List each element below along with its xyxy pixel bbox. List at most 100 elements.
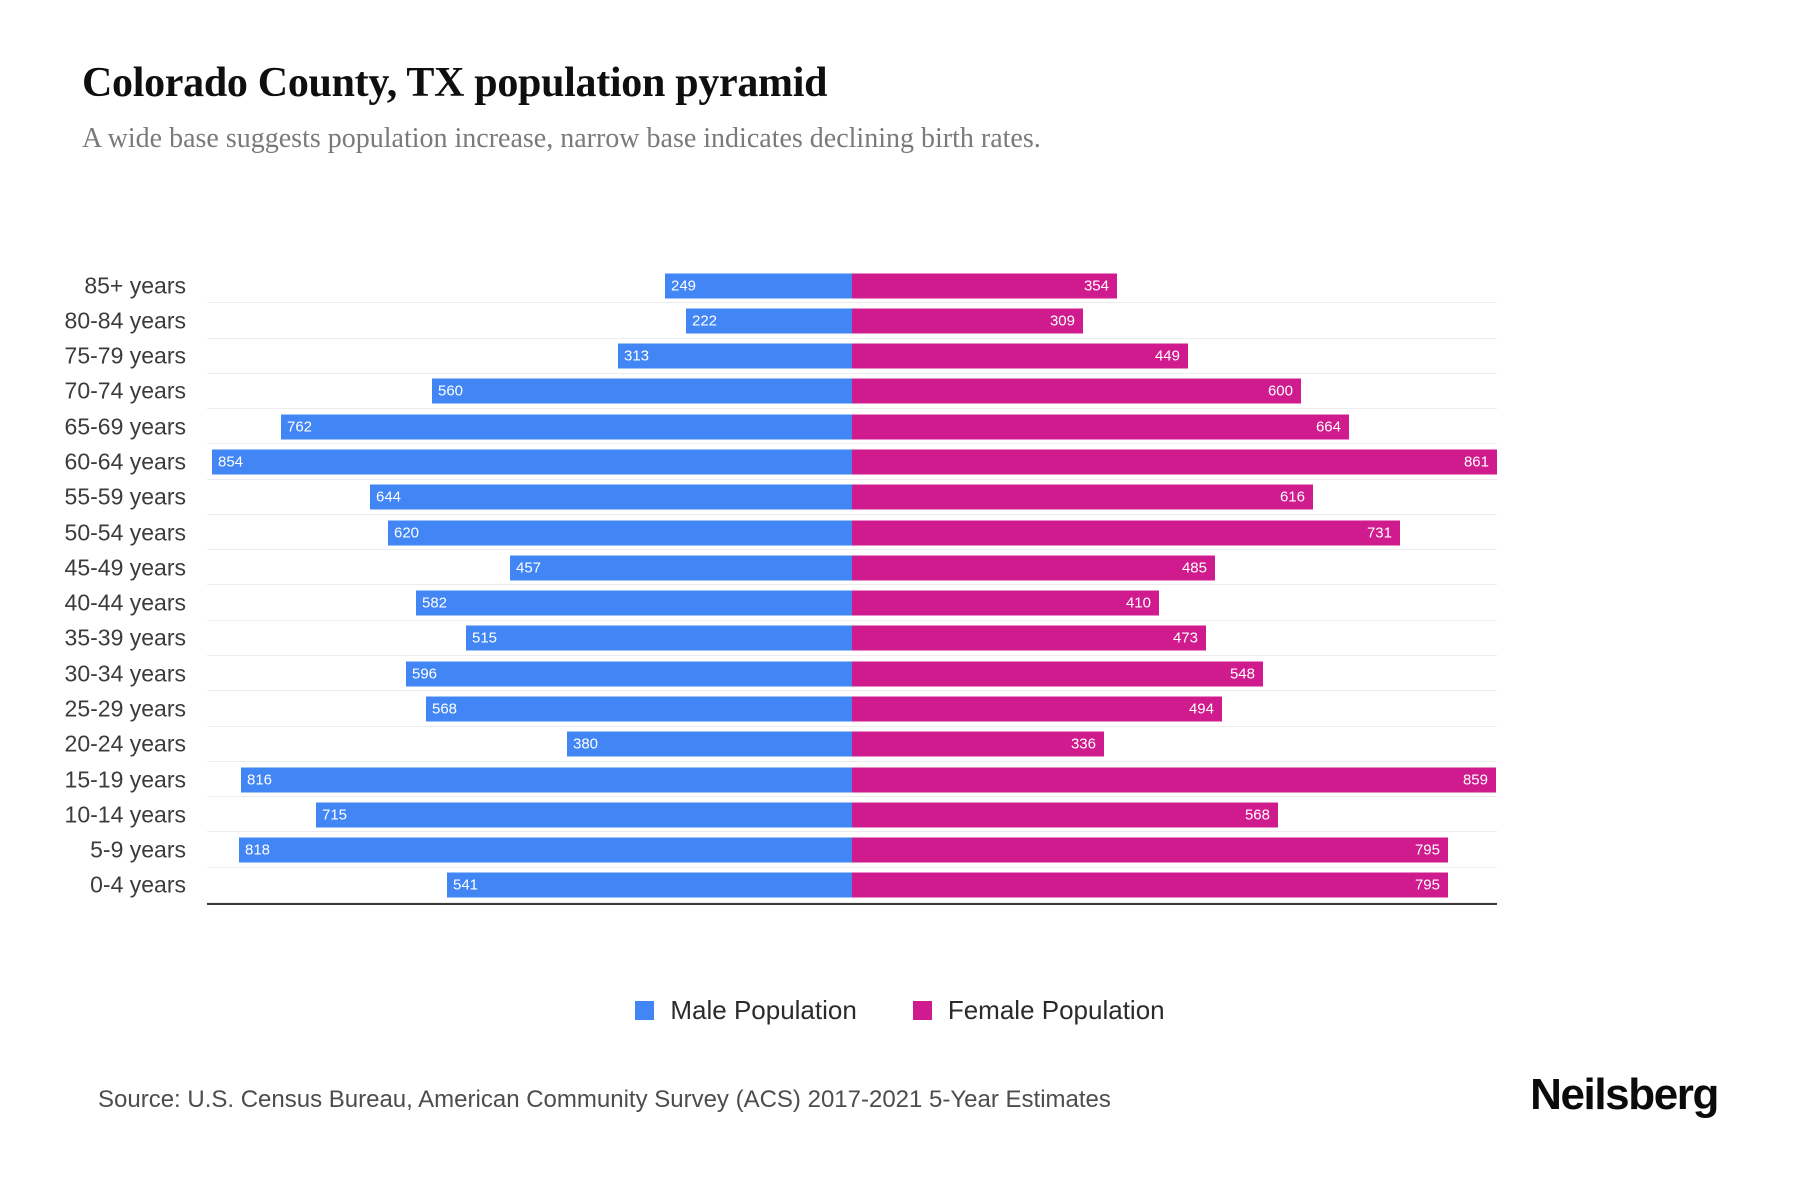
bar-value-female: 616 [1279, 488, 1305, 506]
axis-baseline [207, 903, 1497, 905]
y-axis-label-5-9-years: 5-9 years [90, 836, 186, 863]
bar-value-male: 515 [472, 629, 498, 647]
bar-male-40-44-years[interactable]: 582 [416, 590, 852, 616]
bar-male-5-9-years[interactable]: 818 [239, 837, 852, 863]
gridline [207, 690, 1497, 692]
bar-male-85-years[interactable]: 249 [665, 273, 852, 299]
bar-value-female: 568 [1244, 806, 1270, 824]
bar-female-15-19-years[interactable]: 859 [852, 767, 1496, 792]
gridline [207, 408, 1497, 410]
bar-female-80-84-years[interactable]: 309 [852, 308, 1083, 334]
bar-value-male: 568 [432, 700, 458, 718]
bar-male-35-39-years[interactable]: 515 [466, 625, 852, 651]
pyramid-row: 55-59 years 644 616 [65, 480, 1497, 515]
gridline [207, 901, 1497, 903]
bar-male-65-69-years[interactable]: 762 [281, 414, 852, 440]
y-axis-label-45-49-years: 45-49 years [64, 554, 186, 581]
pyramid-row: 75-79 years 313 449 [65, 339, 1497, 374]
pyramid-row: 20-24 years 380 336 [65, 727, 1497, 762]
bar-male-75-79-years[interactable]: 313 [618, 343, 852, 369]
bar-male-60-64-years[interactable]: 854 [212, 449, 852, 475]
pyramid-row: 45-49 years 457 485 [65, 550, 1497, 586]
bar-value-female: 861 [1463, 453, 1489, 471]
gridline [207, 372, 1497, 374]
bar-value-male: 818 [245, 841, 271, 859]
bar-female-40-44-years[interactable]: 410 [852, 590, 1159, 616]
bar-male-25-29-years[interactable]: 568 [426, 696, 852, 722]
gridline [207, 760, 1497, 762]
gridline [207, 513, 1497, 515]
bar-male-0-4-years[interactable]: 541 [447, 872, 852, 898]
bar-male-30-34-years[interactable]: 596 [406, 661, 852, 687]
bar-female-10-14-years[interactable]: 568 [852, 802, 1278, 828]
gridline [207, 619, 1497, 621]
bar-value-male: 380 [573, 735, 599, 753]
bar-male-80-84-years[interactable]: 222 [686, 308, 852, 334]
bar-male-10-14-years[interactable]: 715 [316, 802, 852, 828]
bar-male-55-59-years[interactable]: 644 [370, 484, 852, 510]
bar-male-45-49-years[interactable]: 457 [510, 555, 852, 581]
bar-value-female: 336 [1070, 735, 1096, 753]
y-axis-label-65-69-years: 65-69 years [64, 413, 186, 440]
bar-female-75-79-years[interactable]: 449 [852, 343, 1188, 369]
pyramid-row: 15-19 years 816 859 [65, 762, 1497, 798]
population-pyramid-plot: 85+ years 249 354 80-84 years 222 309 75-79 ye… [65, 268, 1497, 905]
gridline [207, 443, 1497, 445]
bar-female-25-29-years[interactable]: 494 [852, 696, 1222, 722]
bar-female-0-4-years[interactable]: 795 [852, 872, 1448, 898]
bar-male-20-24-years[interactable]: 380 [567, 731, 852, 757]
pyramid-row: 10-14 years 715 568 [65, 797, 1497, 833]
bar-value-male: 715 [322, 806, 348, 824]
bar-value-female: 354 [1083, 277, 1109, 295]
bar-value-male: 816 [247, 771, 273, 788]
bar-female-5-9-years[interactable]: 795 [852, 837, 1448, 863]
bar-female-85-years[interactable]: 354 [852, 273, 1117, 299]
pyramid-row: 50-54 years 620 731 [65, 515, 1497, 551]
bar-value-female: 548 [1229, 665, 1255, 683]
bar-female-20-24-years[interactable]: 336 [852, 731, 1104, 757]
bar-value-female: 309 [1049, 312, 1075, 330]
female-swatch-icon [912, 1001, 932, 1020]
pyramid-row: 35-39 years 515 473 [65, 621, 1497, 657]
pyramid-row: 5-9 years 818 795 [90, 832, 1497, 868]
y-axis-label-35-39-years: 35-39 years [64, 624, 186, 651]
bar-female-60-64-years[interactable]: 861 [852, 449, 1497, 475]
bar-female-65-69-years[interactable]: 664 [852, 414, 1349, 440]
bar-female-45-49-years[interactable]: 485 [852, 555, 1215, 581]
gridline [207, 725, 1497, 727]
gridline [207, 655, 1497, 657]
bar-female-70-74-years[interactable]: 600 [852, 378, 1301, 404]
y-axis-label-80-84-years: 80-84 years [64, 307, 186, 334]
bar-female-30-34-years[interactable]: 548 [852, 661, 1263, 687]
gridline [207, 478, 1497, 480]
legend-label-male: Male Population [670, 995, 857, 1025]
legend-item-female[interactable]: Female Population [912, 995, 1165, 1026]
bar-value-male: 644 [376, 488, 402, 506]
bar-value-female: 664 [1315, 418, 1341, 436]
pyramid-row: 70-74 years 560 600 [65, 374, 1497, 410]
male-swatch-icon [635, 1001, 655, 1020]
y-axis-label-40-44-years: 40-44 years [64, 589, 186, 616]
bar-female-55-59-years[interactable]: 616 [852, 484, 1313, 510]
bar-value-female: 449 [1154, 347, 1180, 365]
page-subtitle: A wide base suggests population increase… [82, 123, 1041, 154]
bar-value-male: 541 [453, 876, 479, 894]
bar-value-female: 859 [1462, 771, 1488, 788]
y-axis-label-10-14-years: 10-14 years [64, 801, 186, 828]
pyramid-row: 60-64 years 854 861 [65, 444, 1497, 480]
pyramid-row: 30-34 years 596 548 [65, 656, 1497, 692]
bar-value-male: 596 [412, 665, 438, 683]
gridline [207, 337, 1497, 339]
bar-male-15-19-years[interactable]: 816 [241, 767, 852, 792]
legend-item-male[interactable]: Male Population [635, 995, 857, 1026]
bar-value-male: 560 [438, 382, 464, 400]
bar-value-female: 473 [1172, 629, 1198, 647]
pyramid-row: 80-84 years 222 309 [65, 303, 1497, 339]
bar-value-male: 457 [516, 559, 542, 577]
bar-male-70-74-years[interactable]: 560 [432, 378, 852, 404]
bar-female-35-39-years[interactable]: 473 [852, 625, 1206, 651]
bar-male-50-54-years[interactable]: 620 [388, 520, 852, 546]
y-axis-label-60-64-years: 60-64 years [64, 448, 186, 475]
bar-female-50-54-years[interactable]: 731 [852, 520, 1400, 546]
